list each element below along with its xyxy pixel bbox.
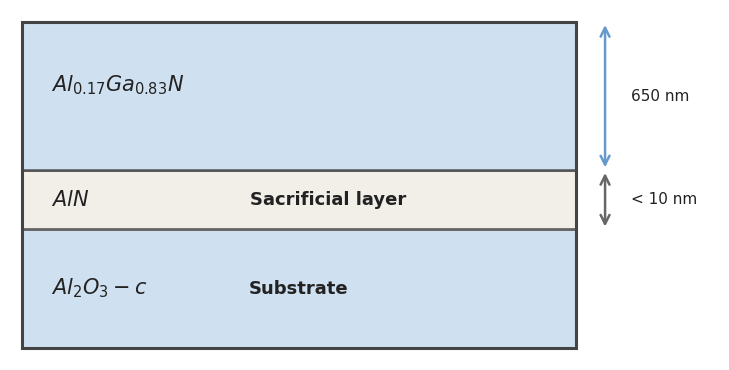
Bar (22, 22, 576, 348)
Text: 650 nm: 650 nm (631, 89, 689, 104)
Text: < 10 nm: < 10 nm (631, 192, 697, 207)
Text: $Al_{0.17}Ga_{0.83}N$: $Al_{0.17}Ga_{0.83}N$ (51, 73, 184, 97)
Text: Sacrificial layer: Sacrificial layer (250, 191, 406, 209)
Bar (22, 229, 576, 348)
Bar (22, 170, 576, 229)
Text: $Al_2O_3 - c$: $Al_2O_3 - c$ (51, 277, 147, 300)
Bar (22, 22, 576, 170)
Text: $AlN$: $AlN$ (51, 190, 89, 210)
Text: Substrate: Substrate (249, 280, 348, 297)
